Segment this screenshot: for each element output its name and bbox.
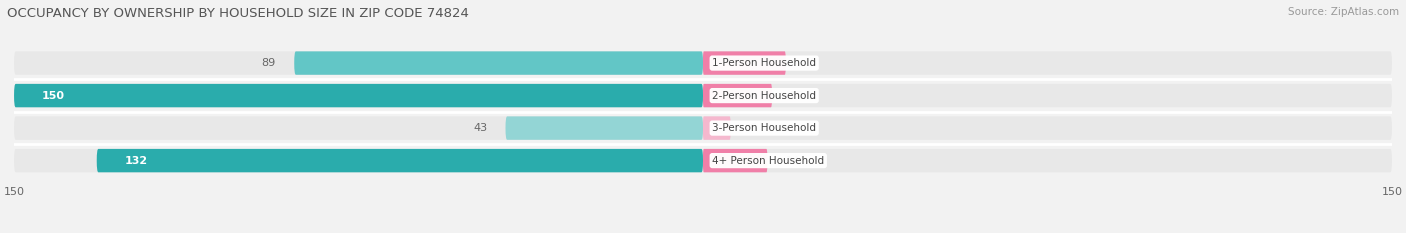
- FancyBboxPatch shape: [703, 51, 786, 75]
- FancyBboxPatch shape: [14, 84, 1392, 107]
- FancyBboxPatch shape: [14, 116, 1392, 140]
- Text: 43: 43: [472, 123, 486, 133]
- FancyBboxPatch shape: [14, 51, 1392, 75]
- FancyBboxPatch shape: [703, 149, 768, 172]
- Text: 4+ Person Household: 4+ Person Household: [713, 156, 824, 166]
- Text: 18: 18: [804, 58, 818, 68]
- Text: 14: 14: [786, 156, 800, 166]
- Text: 6: 6: [749, 123, 756, 133]
- FancyBboxPatch shape: [14, 149, 1392, 172]
- Legend: Owner-occupied, Renter-occupied: Owner-occupied, Renter-occupied: [582, 230, 824, 233]
- Text: 1-Person Household: 1-Person Household: [713, 58, 817, 68]
- Text: 2-Person Household: 2-Person Household: [713, 91, 817, 101]
- Text: OCCUPANCY BY OWNERSHIP BY HOUSEHOLD SIZE IN ZIP CODE 74824: OCCUPANCY BY OWNERSHIP BY HOUSEHOLD SIZE…: [7, 7, 470, 20]
- FancyBboxPatch shape: [703, 84, 772, 107]
- Text: 89: 89: [262, 58, 276, 68]
- FancyBboxPatch shape: [14, 84, 703, 107]
- FancyBboxPatch shape: [294, 51, 703, 75]
- Text: 132: 132: [124, 156, 148, 166]
- FancyBboxPatch shape: [506, 116, 703, 140]
- FancyBboxPatch shape: [97, 149, 703, 172]
- Text: 150: 150: [42, 91, 65, 101]
- FancyBboxPatch shape: [703, 116, 731, 140]
- Text: Source: ZipAtlas.com: Source: ZipAtlas.com: [1288, 7, 1399, 17]
- Text: 15: 15: [790, 91, 804, 101]
- Text: 3-Person Household: 3-Person Household: [713, 123, 817, 133]
